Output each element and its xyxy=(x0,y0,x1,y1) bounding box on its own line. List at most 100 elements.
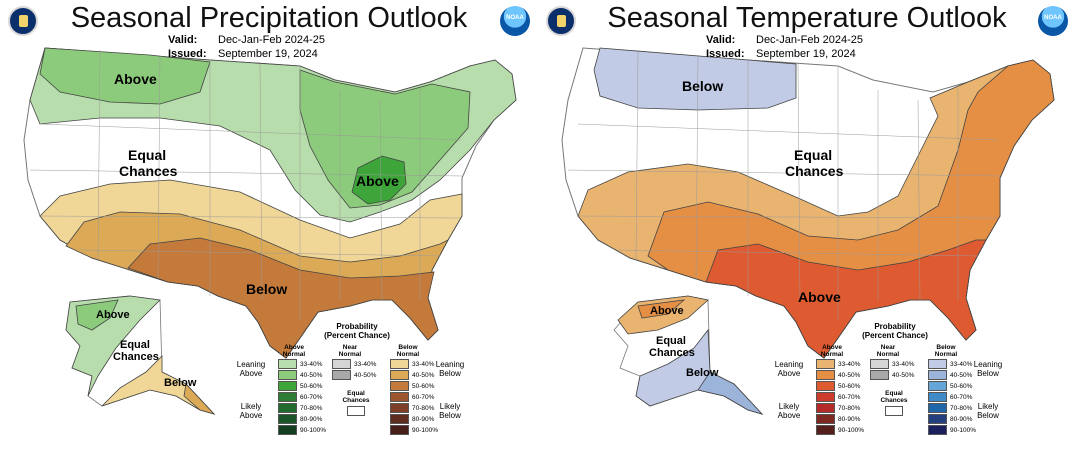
legend-swatch xyxy=(332,370,351,380)
legend-range-label: 40-50% xyxy=(412,371,435,379)
noaa-logo-icon: NOAA xyxy=(500,6,530,36)
precip-above-lakes-40 xyxy=(299,69,471,209)
legend-swatch xyxy=(928,403,947,413)
legend-equal-label: Equal Chances xyxy=(342,390,370,404)
legend-range-label: 33-40% xyxy=(354,360,377,368)
legend-swatch-row: 60-70% xyxy=(928,392,976,402)
legend-range-label: 70-80% xyxy=(300,404,323,412)
label-ak-chances: Chances xyxy=(113,351,159,363)
label-ak-below: Below xyxy=(164,377,197,389)
issued-value: September 19, 2024 xyxy=(756,48,856,60)
legend-swatch xyxy=(928,381,947,391)
legend-head-above: Above Normal xyxy=(820,344,844,358)
legend-head-near: Near Normal xyxy=(876,344,900,358)
temp-above-50 xyxy=(705,239,987,359)
legend-leaning-below: Leaning Below xyxy=(435,360,465,378)
legend-swatch-row: 33-40% xyxy=(928,359,976,369)
legend-leaning-above: Leaning Above xyxy=(236,360,266,378)
legend-swatch-row: 90-100% xyxy=(816,425,864,435)
legend-swatch xyxy=(390,414,409,424)
legend-swatch xyxy=(332,359,351,369)
legend-swatch-row: 33-40% xyxy=(816,359,864,369)
legend-subtitle: (Percent Chance) xyxy=(324,331,390,340)
valid-value: Dec-Jan-Feb 2024-25 xyxy=(218,34,326,46)
doc-seal-icon xyxy=(8,6,38,36)
legend-swatch xyxy=(278,359,297,369)
label-below-north: Below xyxy=(682,78,723,94)
legend-swatch xyxy=(390,370,409,380)
valid-label: Valid: xyxy=(706,34,736,46)
alaska-below-40 xyxy=(697,371,764,415)
legend-swatch-row: 80-90% xyxy=(928,414,976,424)
legend-swatch xyxy=(278,381,297,391)
legend-swatch-row: 80-90% xyxy=(390,414,438,424)
outlook-meta: Valid: Dec-Jan-Feb 2024-25 Issued: Septemb… xyxy=(706,33,863,61)
legend-head-above: Above Normal xyxy=(282,344,306,358)
legend-swatch-row: 33-40% xyxy=(332,359,376,369)
legend-swatch-row: 33-40% xyxy=(870,359,914,369)
temperature-map: Below Equal Chances Above Above Equal Ch… xyxy=(561,47,1055,415)
legend-swatch-row: 40-50% xyxy=(870,370,914,380)
legend-swatch xyxy=(928,425,947,435)
label-above-south: Above xyxy=(798,289,841,305)
legend-range-label: 33-40% xyxy=(412,360,435,368)
state-borders xyxy=(29,49,463,320)
legend-swatch-row: 50-60% xyxy=(928,381,976,391)
legend-range-label: 70-80% xyxy=(838,404,861,412)
legend-head-near: Near Normal xyxy=(338,344,362,358)
legend-range-label: 70-80% xyxy=(412,404,435,412)
legend-swatch-row: 60-70% xyxy=(278,392,326,402)
legend-swatch-row: 33-40% xyxy=(390,359,438,369)
legend-swatch xyxy=(816,392,835,402)
legend-swatch xyxy=(816,414,835,424)
legend-range-label: 40-50% xyxy=(300,371,323,379)
legend-swatch-row: 80-90% xyxy=(816,414,864,424)
label-ak-equal: Equal xyxy=(656,335,686,347)
probability-legend: Probability (Percent Chance) Above Norma… xyxy=(770,322,1072,468)
legend-swatch-row: 90-100% xyxy=(278,425,326,435)
legend-equal-swatch xyxy=(885,406,903,416)
legend-swatch xyxy=(928,370,947,380)
alaska-above-40 xyxy=(75,299,119,331)
legend-swatch xyxy=(928,359,947,369)
label-above-north: Above xyxy=(114,71,157,87)
page-title: Seasonal Precipitation Outlook xyxy=(70,2,468,34)
legend-swatch xyxy=(390,381,409,391)
precip-above-north-40 xyxy=(39,47,211,105)
legend-swatch-row: 40-50% xyxy=(278,370,326,380)
legend-swatch-row: 90-100% xyxy=(928,425,976,435)
legend-swatch-row: 70-80% xyxy=(278,403,326,413)
legend-swatch-row: 90-100% xyxy=(390,425,438,435)
label-ak-below: Below xyxy=(686,367,719,379)
legend-col-below: 33-40% 40-50% 50-60% 60-70% 70-80% 80-90% 90-1… xyxy=(928,359,976,436)
legend-range-label: 50-60% xyxy=(950,382,973,390)
alaska-below-40 xyxy=(183,383,216,415)
legend-swatch-row: 40-50% xyxy=(816,370,864,380)
legend-equal-swatch xyxy=(347,406,365,416)
noaa-logo-icon: NOAA xyxy=(1038,6,1068,36)
legend-swatch-row: 60-70% xyxy=(390,392,438,402)
legend-range-label: 80-90% xyxy=(950,415,973,423)
legend-col-near: 33-40% 40-50% xyxy=(870,359,914,381)
legend-swatch xyxy=(928,392,947,402)
label-chances: Chances xyxy=(119,163,178,179)
legend-swatch-row: 80-90% xyxy=(278,414,326,424)
legend-range-label: 80-90% xyxy=(412,415,435,423)
legend-range-label: 90-100% xyxy=(412,426,439,434)
legend-range-label: 70-80% xyxy=(950,404,973,412)
legend-likely-above: Likely Above xyxy=(777,402,801,420)
state-borders xyxy=(567,49,1001,320)
legend-head-below: Below Normal xyxy=(396,344,420,358)
legend-range-label: 40-50% xyxy=(838,371,861,379)
legend-range-label: 33-40% xyxy=(950,360,973,368)
legend-range-label: 80-90% xyxy=(838,415,861,423)
legend-range-label: 33-40% xyxy=(300,360,323,368)
legend-title: Probability xyxy=(336,322,378,331)
doc-seal-icon xyxy=(546,6,576,36)
legend-range-label: 90-100% xyxy=(300,426,327,434)
precip-above-ohio-50 xyxy=(351,155,407,205)
legend-swatch-row: 40-50% xyxy=(332,370,376,380)
legend-range-label: 33-40% xyxy=(838,360,861,368)
legend-swatch xyxy=(390,403,409,413)
valid-label: Valid: xyxy=(168,34,198,46)
